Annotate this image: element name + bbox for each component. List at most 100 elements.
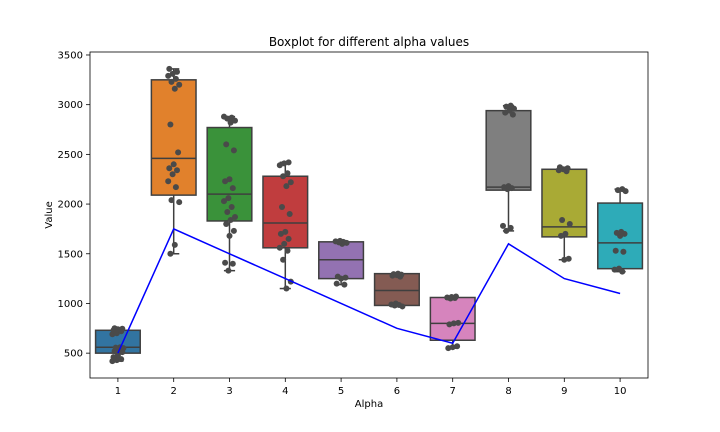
data-point <box>171 241 178 248</box>
data-point <box>169 171 176 178</box>
data-point <box>170 161 177 168</box>
data-point <box>172 184 179 191</box>
data-point <box>284 170 291 177</box>
data-point <box>565 255 572 262</box>
data-point <box>395 270 401 277</box>
x-tick-label: 3 <box>226 386 232 397</box>
data-point <box>174 167 180 174</box>
data-point <box>284 247 291 254</box>
data-point <box>228 114 235 121</box>
data-point <box>341 281 348 288</box>
box-group-4 <box>262 159 309 292</box>
box-group-1 <box>94 325 141 365</box>
data-point <box>227 216 234 223</box>
data-point <box>285 159 292 166</box>
data-point <box>221 113 227 120</box>
data-point <box>166 165 173 172</box>
plot-frame <box>89 51 649 379</box>
data-point <box>444 294 451 301</box>
x-tick-label: 1 <box>115 386 121 397</box>
boxes-layer <box>94 65 644 365</box>
data-point <box>503 227 510 234</box>
data-point <box>448 293 455 300</box>
data-point <box>455 319 462 326</box>
data-point <box>225 267 232 274</box>
data-point <box>223 220 230 227</box>
data-point <box>564 165 571 172</box>
box-group-7 <box>429 293 476 352</box>
data-point <box>616 265 622 272</box>
box-group-9 <box>541 164 588 263</box>
x-tick-label: 5 <box>338 386 344 397</box>
box <box>150 79 197 196</box>
data-point <box>232 213 238 220</box>
data-point <box>562 230 569 237</box>
box <box>485 109 532 191</box>
data-point <box>168 197 175 204</box>
data-point <box>509 111 516 118</box>
data-point <box>337 237 343 244</box>
y-tick-label: 500 <box>64 349 83 360</box>
data-point <box>332 238 339 245</box>
data-point <box>559 216 566 223</box>
data-point <box>229 260 236 267</box>
y-tick-label: 3000 <box>58 100 83 111</box>
data-point <box>119 325 126 332</box>
data-point <box>333 280 340 287</box>
x-tick-label: 7 <box>450 386 456 397</box>
data-point <box>223 141 230 148</box>
data-point <box>111 325 118 332</box>
x-tick-label: 4 <box>282 386 288 397</box>
box-group-5 <box>318 237 365 288</box>
box <box>373 272 420 307</box>
ticks-layer: 500 1000 1500 2000 2500 3000 3500 1 2 3 4 5 6 7 8 9 10 <box>58 50 627 397</box>
data-point <box>507 224 514 231</box>
data-point <box>618 228 625 235</box>
data-point <box>224 209 231 216</box>
data-point <box>450 320 457 327</box>
data-point <box>342 274 349 281</box>
data-point <box>167 250 174 257</box>
y-tick-label: 3500 <box>58 50 83 61</box>
data-point <box>176 199 183 206</box>
data-point <box>114 352 121 359</box>
data-point <box>230 227 237 234</box>
data-point <box>287 179 294 186</box>
data-point <box>285 235 292 242</box>
data-point <box>505 183 512 190</box>
y-tick-label: 2500 <box>58 150 83 161</box>
data-point <box>229 185 236 192</box>
data-point <box>286 211 293 218</box>
y-tick-label: 2000 <box>58 200 83 211</box>
data-point <box>172 75 179 82</box>
data-point <box>507 102 514 109</box>
trend-line <box>117 227 621 354</box>
data-point <box>174 68 180 75</box>
data-point <box>390 271 397 278</box>
data-point <box>226 232 233 239</box>
box <box>429 296 476 341</box>
data-point <box>281 240 288 247</box>
y-axis-label: Value <box>44 201 55 228</box>
x-axis-label: Alpha <box>355 399 383 410</box>
data-point <box>280 173 287 180</box>
line-layer <box>117 227 621 354</box>
data-point <box>222 259 229 266</box>
box-group-3 <box>206 113 253 274</box>
data-point <box>226 176 233 183</box>
box-group-6 <box>373 270 420 310</box>
data-point <box>221 198 227 205</box>
data-point <box>118 356 125 363</box>
data-point <box>619 186 626 193</box>
x-tick-label: 10 <box>614 386 627 397</box>
y-tick-label: 1500 <box>58 249 83 260</box>
data-point <box>225 195 232 202</box>
y-tick-label: 1000 <box>58 299 83 310</box>
data-point <box>280 256 287 263</box>
data-point <box>112 344 119 351</box>
data-point <box>500 222 506 229</box>
data-point <box>171 85 178 92</box>
box-group-2 <box>150 65 197 257</box>
x-tick-label: 9 <box>561 386 567 397</box>
data-point <box>167 121 174 128</box>
